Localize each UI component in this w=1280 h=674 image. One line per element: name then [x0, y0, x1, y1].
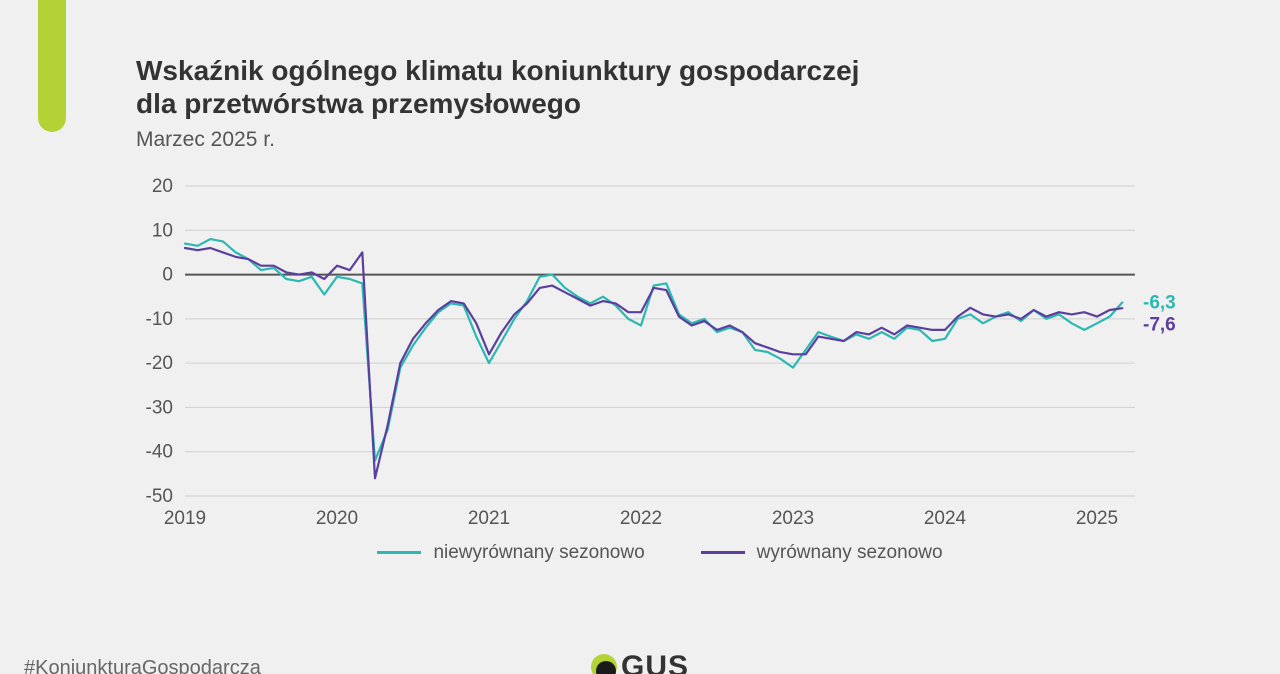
- svg-text:-50: -50: [146, 486, 173, 507]
- svg-text:2024: 2024: [924, 508, 967, 529]
- svg-text:2020: 2020: [316, 508, 358, 529]
- svg-text:2021: 2021: [468, 508, 510, 529]
- hashtag-label: #KoniunkturaGospodarcza: [24, 657, 261, 674]
- gus-logo: GUS: [591, 650, 689, 674]
- chart-title: Wskaźnik ogólnego klimatu koniunktury go…: [136, 54, 859, 120]
- svg-text:10: 10: [152, 220, 173, 241]
- svg-text:20: 20: [152, 176, 173, 197]
- svg-text:-40: -40: [146, 442, 173, 463]
- chart-legend: niewyrównany sezonowo wyrównany sezonowo: [130, 538, 1190, 564]
- legend-label: wyrównany sezonowo: [757, 542, 943, 564]
- accent-bar: [38, 0, 66, 132]
- svg-text:-6,3: -6,3: [1143, 292, 1176, 313]
- title-block: Wskaźnik ogólnego klimatu koniunktury go…: [136, 54, 859, 152]
- legend-swatch: [377, 551, 421, 554]
- svg-text:2019: 2019: [164, 508, 206, 529]
- svg-text:2025: 2025: [1076, 508, 1118, 529]
- svg-text:0: 0: [162, 265, 173, 286]
- title-line-1: Wskaźnik ogólnego klimatu koniunktury go…: [136, 55, 859, 86]
- svg-text:-30: -30: [146, 397, 173, 418]
- line-chart: 20 10 0 -10 -20 -30 -40 -502019 2020 2021 2022 2023…: [130, 176, 1190, 556]
- legend-swatch: [701, 551, 745, 554]
- svg-text:2022: 2022: [620, 508, 662, 529]
- svg-text:-20: -20: [146, 353, 173, 374]
- svg-text:2023: 2023: [772, 508, 814, 529]
- legend-item-sa: wyrównany sezonowo: [701, 542, 943, 564]
- svg-text:-10: -10: [146, 309, 173, 330]
- svg-text:-7,6: -7,6: [1143, 314, 1176, 335]
- title-line-2: dla przetwórstwa przemysłowego: [136, 88, 581, 119]
- chart-subtitle: Marzec 2025 r.: [136, 128, 859, 152]
- legend-item-nsa: niewyrównany sezonowo: [377, 542, 644, 564]
- gus-logo-icon: [591, 654, 617, 674]
- gus-logo-text: GUS: [621, 650, 689, 674]
- legend-label: niewyrównany sezonowo: [433, 542, 644, 564]
